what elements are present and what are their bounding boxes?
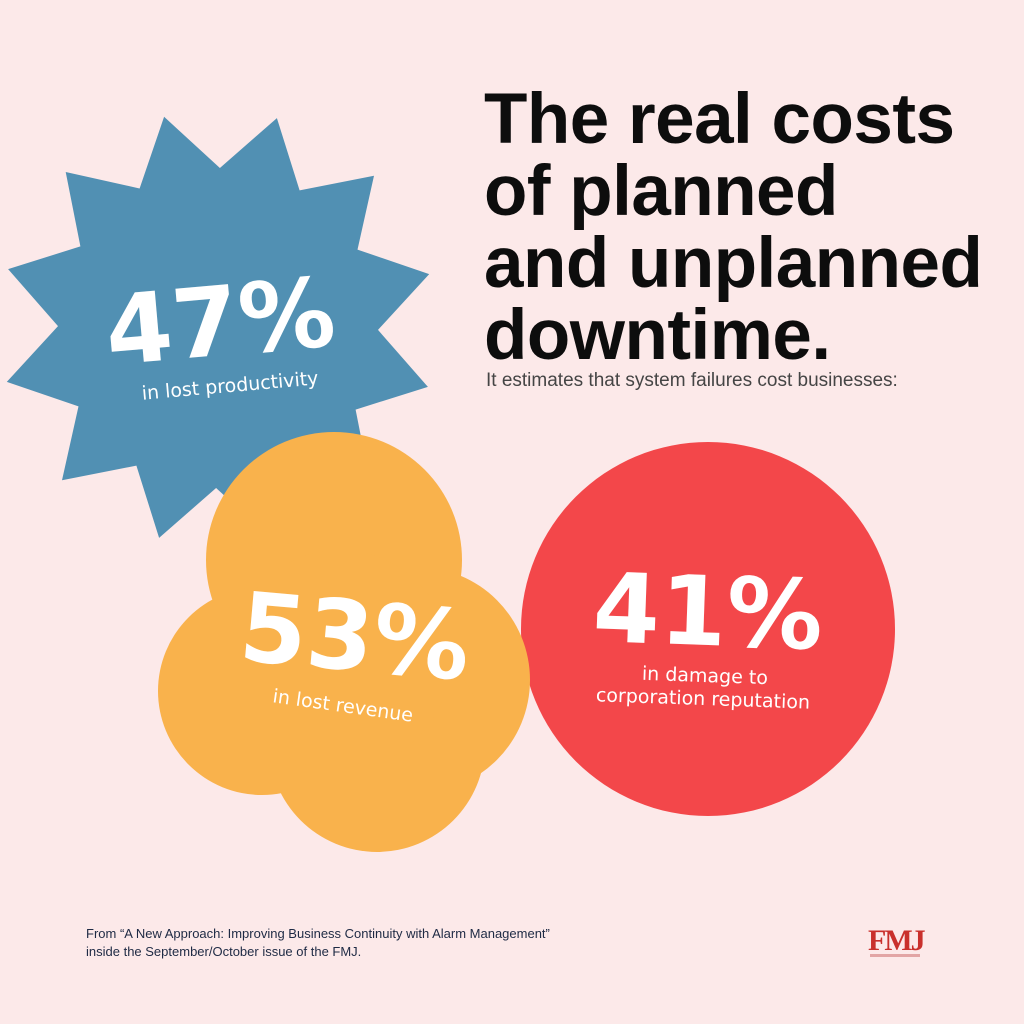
source-citation-line2: inside the September/October issue of th… <box>86 944 362 959</box>
fmj-logo: FMJ <box>868 924 926 957</box>
revenue-flower: 53% in lost revenue <box>158 432 530 852</box>
reputation-percent: 41% <box>591 552 825 672</box>
subtitle: It estimates that system failures cost b… <box>486 370 898 391</box>
page-title: The real costs of planned and unplanned … <box>484 84 1004 372</box>
revenue-percent: 53% <box>235 571 474 703</box>
source-citation-line1: From “A New Approach: Improving Business… <box>86 926 550 941</box>
reputation-circle <box>521 442 895 816</box>
reputation-label-line1: in damage to <box>642 663 769 689</box>
reputation-circle-group: 41% in damage to corporation reputation <box>521 442 895 816</box>
flower-center <box>230 550 450 770</box>
title-line-4: downtime. <box>484 296 831 375</box>
fmj-logo-tagline <box>870 954 920 957</box>
title-line-2: of planned <box>484 152 838 231</box>
title-line-1: The real costs <box>484 80 955 159</box>
productivity-percent: 47% <box>101 256 340 388</box>
source-citation: From “A New Approach: Improving Business… <box>86 925 706 961</box>
title-line-3: and unplanned <box>484 224 983 303</box>
